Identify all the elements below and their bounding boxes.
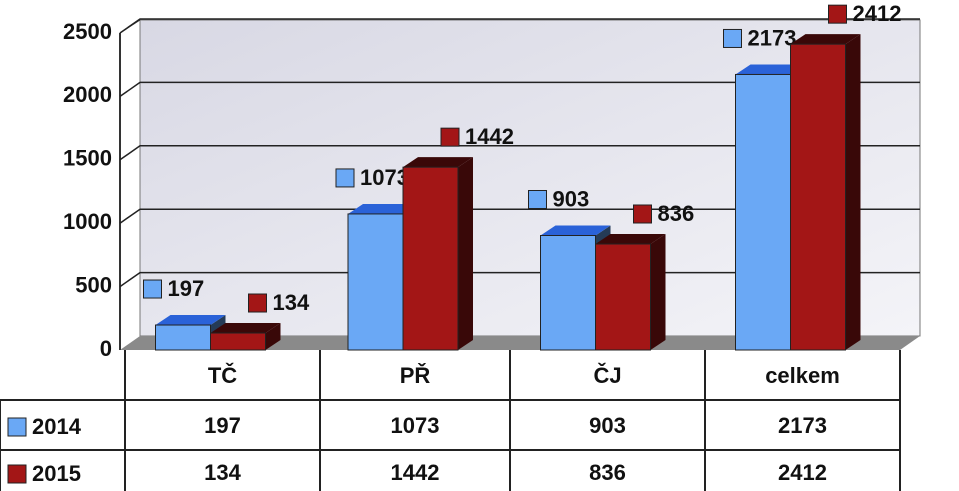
- grid-line: [119, 18, 920, 34]
- table-value: 197: [204, 413, 241, 438]
- label-key: [723, 28, 742, 48]
- bar-top: [155, 315, 226, 326]
- y-tick-label: 1000: [63, 209, 112, 234]
- floor: [120, 336, 920, 350]
- bar: [595, 243, 651, 351]
- y-tick-label: 0: [100, 336, 112, 361]
- table-value: 134: [204, 460, 241, 485]
- label-key: [633, 204, 652, 224]
- grid-line: [119, 208, 920, 224]
- table-value: 1073: [391, 413, 440, 438]
- bar-side: [650, 233, 666, 350]
- x-tick-label: ČJ: [593, 363, 621, 388]
- bar: [347, 213, 404, 351]
- data-label: 1442: [465, 124, 514, 149]
- bar-top: [210, 323, 281, 334]
- y-tick-label: 2500: [63, 19, 112, 44]
- bar-top: [403, 157, 473, 168]
- table-value: 2173: [778, 413, 827, 438]
- table-value: 903: [589, 413, 626, 438]
- table-value: 1442: [391, 460, 440, 485]
- label-key: [143, 279, 162, 299]
- label-key: [528, 189, 547, 209]
- data-label: 836: [658, 201, 695, 226]
- x-tick-label: PŘ: [400, 363, 431, 388]
- bar-top: [595, 233, 666, 244]
- data-label: 2173: [748, 25, 797, 50]
- x-tick-label: TČ: [208, 363, 237, 388]
- bar-side: [845, 34, 861, 351]
- bar: [790, 43, 846, 351]
- bar: [210, 332, 266, 351]
- data-label: 2412: [853, 1, 902, 26]
- label-key: [440, 127, 460, 147]
- bar: [735, 73, 791, 351]
- data-label: 1073: [360, 165, 409, 190]
- data-label: 134: [273, 290, 310, 315]
- bar: [155, 324, 211, 351]
- bar: [540, 234, 596, 351]
- grid-line: [119, 145, 920, 161]
- y-tick-label: 2000: [63, 82, 112, 107]
- label-key: [248, 293, 267, 313]
- table-value: 2412: [778, 460, 827, 485]
- y-tick-label: 500: [75, 272, 112, 297]
- legend-label: 2015: [32, 461, 81, 486]
- x-tick-label: celkem: [765, 363, 840, 388]
- bar-top: [735, 64, 806, 75]
- data-label: 903: [553, 186, 590, 211]
- bar-side: [265, 323, 281, 350]
- table-value: 836: [589, 460, 626, 485]
- bar-top: [348, 203, 418, 214]
- bar-side: [458, 157, 473, 350]
- data-table: [0, 350, 901, 491]
- bar: [402, 166, 459, 351]
- legend-label: 2014: [32, 414, 82, 439]
- legend-key: [7, 417, 27, 437]
- y-tick-label: 1500: [63, 146, 112, 171]
- grid-line: [119, 81, 920, 98]
- data-label: 197: [168, 276, 205, 301]
- legend-key: [7, 464, 27, 484]
- bar-top: [540, 225, 611, 236]
- label-key: [335, 168, 355, 188]
- bar-top: [790, 34, 861, 45]
- label-key: [828, 4, 847, 24]
